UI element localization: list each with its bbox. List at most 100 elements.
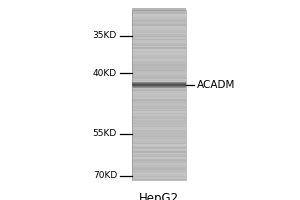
- Bar: [132, 43, 186, 44]
- Bar: [132, 31, 186, 33]
- Text: ACADM: ACADM: [196, 80, 235, 90]
- Bar: [132, 47, 186, 49]
- Bar: [132, 176, 186, 177]
- Bar: [132, 78, 186, 80]
- Bar: [132, 133, 186, 134]
- Bar: [132, 60, 186, 61]
- Bar: [132, 100, 186, 101]
- Bar: [132, 16, 186, 17]
- Bar: [132, 116, 186, 117]
- Bar: [132, 103, 186, 104]
- Bar: [132, 96, 186, 97]
- Bar: [132, 150, 186, 151]
- Bar: [132, 86, 186, 87]
- Bar: [132, 121, 186, 123]
- Text: HepG2: HepG2: [139, 192, 179, 200]
- Bar: [132, 131, 186, 133]
- Bar: [132, 118, 186, 120]
- Text: 55KD: 55KD: [93, 130, 117, 138]
- Bar: [132, 87, 186, 89]
- Bar: [132, 114, 186, 116]
- Bar: [132, 138, 186, 140]
- Bar: [132, 101, 186, 103]
- Bar: [132, 84, 186, 85]
- Bar: [132, 94, 186, 96]
- Bar: [132, 34, 186, 36]
- Bar: [132, 86, 186, 87]
- Bar: [132, 36, 186, 37]
- Bar: [132, 68, 186, 70]
- Bar: [132, 38, 186, 40]
- Bar: [132, 147, 186, 149]
- Bar: [132, 174, 186, 176]
- Bar: [132, 88, 186, 90]
- Bar: [132, 10, 186, 11]
- Bar: [132, 77, 186, 79]
- Bar: [132, 21, 186, 23]
- Bar: [132, 166, 186, 167]
- Bar: [132, 14, 186, 16]
- Bar: [132, 46, 186, 47]
- Bar: [132, 91, 186, 93]
- Bar: [132, 126, 186, 127]
- Bar: [132, 106, 186, 107]
- Bar: [132, 83, 186, 84]
- Text: 70KD: 70KD: [93, 171, 117, 180]
- Bar: [132, 120, 186, 121]
- Bar: [132, 57, 186, 59]
- Bar: [132, 87, 186, 88]
- Bar: [132, 128, 186, 130]
- Bar: [132, 28, 186, 30]
- Bar: [132, 85, 186, 86]
- Bar: [132, 117, 186, 119]
- Bar: [132, 171, 186, 173]
- Bar: [132, 148, 186, 150]
- Bar: [132, 80, 186, 81]
- Bar: [132, 156, 186, 157]
- Bar: [132, 111, 186, 113]
- Bar: [132, 84, 186, 85]
- Bar: [132, 164, 186, 166]
- Bar: [132, 113, 186, 114]
- Bar: [132, 136, 186, 137]
- Bar: [132, 74, 186, 76]
- Bar: [132, 157, 186, 159]
- Bar: [132, 144, 186, 146]
- Bar: [132, 27, 186, 29]
- Bar: [132, 108, 186, 110]
- Bar: [132, 51, 186, 53]
- Bar: [132, 153, 186, 154]
- Bar: [132, 44, 186, 46]
- Bar: [132, 66, 186, 67]
- Bar: [132, 168, 186, 170]
- Bar: [132, 8, 186, 10]
- Bar: [132, 107, 186, 109]
- Bar: [132, 64, 186, 66]
- Bar: [132, 124, 186, 126]
- Bar: [132, 40, 186, 41]
- Bar: [132, 158, 186, 160]
- Bar: [132, 76, 186, 77]
- Bar: [132, 20, 186, 21]
- Bar: [132, 163, 186, 164]
- Bar: [132, 18, 186, 20]
- Bar: [132, 84, 186, 86]
- Bar: [132, 71, 186, 73]
- Bar: [132, 82, 186, 83]
- Bar: [132, 134, 186, 136]
- Bar: [132, 73, 186, 74]
- Bar: [132, 67, 186, 69]
- Text: 35KD: 35KD: [93, 31, 117, 40]
- Bar: [132, 143, 186, 144]
- Bar: [132, 26, 186, 27]
- Bar: [132, 137, 186, 139]
- Bar: [132, 17, 186, 19]
- Bar: [132, 140, 186, 141]
- Bar: [132, 130, 186, 131]
- Bar: [132, 37, 186, 39]
- Bar: [132, 151, 186, 153]
- Bar: [132, 24, 186, 26]
- Bar: [132, 70, 186, 71]
- Bar: [132, 81, 186, 83]
- Bar: [132, 61, 186, 63]
